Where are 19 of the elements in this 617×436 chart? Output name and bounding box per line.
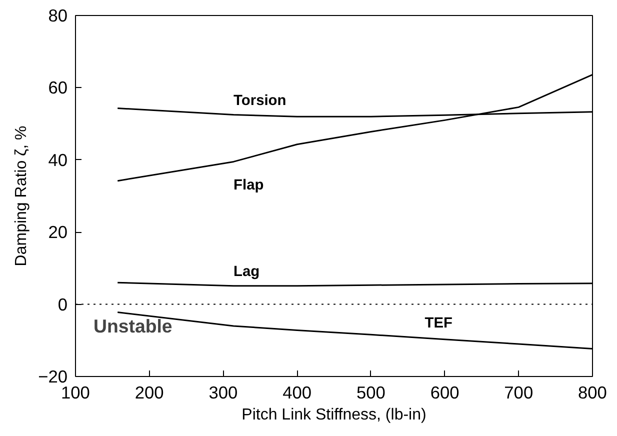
series-label: Lag — [234, 264, 260, 280]
y-tick-label: 40 — [48, 150, 68, 170]
series-label: TEF — [424, 315, 453, 332]
series-label: Flap — [234, 178, 264, 194]
x-tick-label: 600 — [430, 382, 460, 402]
x-axis-title: Pitch Link Stiffness, (lb-in) — [242, 406, 426, 424]
y-tick-label: 60 — [48, 78, 68, 98]
annotation: Unstable — [94, 316, 172, 336]
x-tick-label: 300 — [208, 382, 238, 402]
y-tick-label: 0 — [58, 294, 68, 314]
series-label: Torsion — [234, 92, 286, 109]
y-tick-label: 80 — [48, 6, 68, 26]
y-tick-label: 20 — [48, 222, 68, 242]
x-tick-label: 200 — [134, 382, 164, 402]
x-tick-label: 400 — [282, 382, 312, 402]
x-tick-label: 800 — [578, 382, 607, 402]
x-tick-label: 500 — [356, 382, 386, 402]
y-axis-title: Damping Ratio ζ, % — [13, 126, 30, 266]
x-tick-label: 700 — [504, 382, 534, 402]
